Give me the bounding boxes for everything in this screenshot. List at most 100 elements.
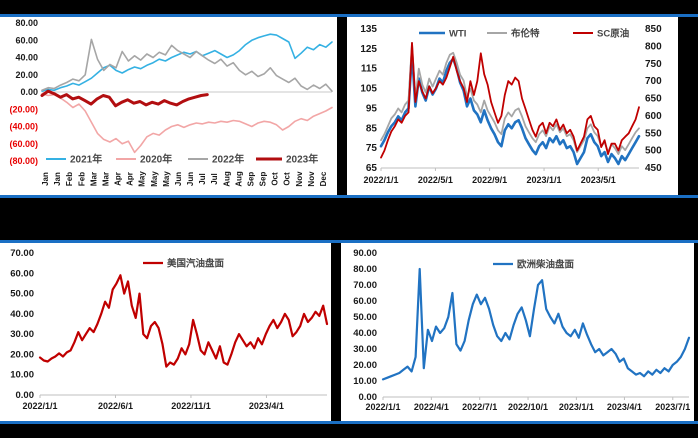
chart-eu-diesel-crack: 90.00 80.00 70.00 60.00 50.00 40.00 30.00 20.00… — [353, 248, 691, 412]
x-axis-date-label: 2022/6/1 — [98, 401, 133, 411]
x-axis-month-label: Jul — [198, 173, 207, 185]
x-axis-month-label: Apr — [114, 172, 123, 186]
series-line-美国汽油盘面 — [38, 274, 329, 368]
legend-label-SC原油: SC原油 — [597, 28, 629, 40]
x-axis-date-label: 2022/1/1 — [365, 402, 400, 412]
y-axis-tick-label: 40.00 — [10, 309, 34, 320]
y-axis-right-tick-label: 850 — [645, 24, 662, 35]
y-axis-tick-label: (60.00) — [9, 139, 38, 149]
x-axis-month-label: Sep — [259, 172, 268, 187]
y-axis-tick-label: 60.00 — [353, 296, 377, 307]
y-axis-tick-label: 20.00 — [10, 349, 34, 360]
legend-label-欧洲柴油盘面: 欧洲柴油盘面 — [517, 259, 575, 271]
y-axis-tick-label: 0.00 — [20, 87, 38, 97]
panel-eu-diesel-crack-chart: 90.00 80.00 70.00 60.00 50.00 40.00 30.00 20.00… — [341, 243, 694, 421]
panel-crude-benchmarks-chart: 135 125 115 105 95 85 75 65 850 800 750 700 650 600 55… — [347, 17, 678, 195]
chart-seasonal-spread: 80.00 60.00 40.00 20.00 0.00 (20.00) (40.00) (6… — [9, 18, 333, 187]
y-axis-tick-label: 80.00 — [353, 264, 377, 275]
x-axis-month-label: Jan — [53, 172, 62, 186]
series-line-布伦特 — [380, 41, 640, 156]
y-axis-tick-label: 125 — [360, 44, 377, 55]
y-axis-tick-label: 85 — [366, 123, 378, 134]
y-axis-tick-label: 135 — [360, 24, 377, 35]
y-axis-tick-label: 90.00 — [353, 248, 377, 259]
y-axis-tick-label: 0.00 — [16, 390, 35, 401]
series-line-2023年 — [40, 89, 209, 108]
divider-upper-bottom — [0, 195, 698, 198]
y-axis-tick-label: 60.00 — [10, 268, 34, 279]
y-axis-tick-label: (80.00) — [9, 156, 38, 166]
series-line-2020年 — [41, 92, 333, 154]
legend-label-美国汽油盘面: 美国汽油盘面 — [166, 258, 225, 270]
y-axis-right-tick-label: 600 — [645, 111, 662, 122]
y-axis-tick-label: 10.00 — [353, 376, 377, 387]
x-axis-date-label: 2023/7/1 — [655, 402, 690, 412]
x-axis-date-label: 2022/1/1 — [363, 175, 398, 185]
x-axis-date-label: 2023/5/1 — [581, 175, 616, 185]
x-axis-month-label: Mar — [101, 172, 110, 186]
x-axis-month-label: May — [162, 171, 171, 187]
x-axis-month-label: Aug — [234, 171, 243, 187]
x-axis-month-label: Feb — [77, 172, 86, 186]
y-axis-tick-label: 105 — [360, 84, 377, 95]
x-axis-month-label: Nov — [307, 171, 316, 187]
y-axis-tick-label: 95 — [366, 103, 378, 114]
x-axis-date-label: 2023/1/1 — [559, 402, 594, 412]
x-axis-month-label: Jun — [174, 172, 183, 186]
legend-label-2022年: 2022年 — [212, 153, 244, 166]
legend-label-2021年: 2021年 — [70, 153, 102, 166]
divider-top — [0, 14, 698, 17]
y-axis-tick-label: 65 — [366, 163, 378, 174]
y-axis-tick-label: 75 — [366, 143, 378, 154]
y-axis-right-tick-label: 800 — [645, 41, 662, 52]
x-axis-date-label: 2023/1/1 — [527, 175, 562, 185]
y-axis-right-tick-label: 650 — [645, 94, 662, 105]
y-axis-tick-label: 30.00 — [353, 344, 377, 355]
y-axis-tick-label: 0.00 — [359, 392, 378, 403]
y-axis-tick-label: (20.00) — [9, 104, 38, 114]
legend-label-布伦特: 布伦特 — [510, 28, 540, 40]
y-axis-tick-label: (40.00) — [9, 122, 38, 132]
y-axis-tick-label: 40.00 — [15, 53, 38, 63]
x-axis-month-label: May — [150, 171, 159, 187]
x-axis-month-label: Dec — [319, 171, 328, 186]
x-axis-date-label: 2022/4/1 — [414, 402, 449, 412]
y-axis-right-tick-label: 500 — [645, 146, 662, 157]
x-axis-month-label: Feb — [65, 172, 74, 186]
series-line-SC原油 — [380, 41, 640, 159]
y-axis-tick-label: 30.00 — [10, 329, 34, 340]
x-axis-month-label: Apr — [126, 172, 135, 186]
y-axis-tick-label: 10.00 — [10, 370, 34, 381]
x-axis-month-label: Jun — [186, 172, 195, 186]
legend-label-WTI: WTI — [449, 29, 466, 40]
x-axis-date-label: 2022/10/1 — [508, 402, 548, 412]
y-axis-tick-label: 40.00 — [353, 328, 377, 339]
x-axis-month-label: Mar — [89, 172, 98, 186]
x-axis-month-label: Aug — [222, 171, 231, 187]
x-axis-month-label: Oct — [271, 172, 280, 186]
series-line-欧洲柴油盘面 — [381, 267, 691, 381]
chart-us-gasoline-crack: 70.0060.0050.0040.0030.0020.0010.000.002… — [10, 248, 329, 411]
series-line-2022年 — [41, 38, 333, 92]
x-axis-date-label: 2022/1/1 — [22, 401, 57, 411]
y-axis-tick-label: 115 — [361, 64, 378, 75]
divider-lower-top — [0, 240, 698, 243]
x-axis-date-label: 2023/4/1 — [249, 401, 284, 411]
y-axis-right-tick-label: 450 — [645, 163, 662, 174]
legend-label-2023年: 2023年 — [286, 153, 318, 166]
x-axis-date-label: 2022/7/1 — [462, 402, 497, 412]
legend-label-2020年: 2020年 — [140, 153, 172, 166]
panel-us-gasoline-crack-chart: 70.00 60.00 50.00 40.00 30.00 20.00 10.00 0.00 2… — [0, 243, 331, 421]
y-axis-tick-label: 80.00 — [15, 18, 38, 28]
y-axis-right-tick-label: 700 — [645, 76, 662, 87]
y-axis-tick-label: 20.00 — [353, 360, 377, 371]
y-axis-tick-label: 70.00 — [353, 280, 377, 291]
y-axis-tick-label: 50.00 — [10, 289, 34, 300]
y-axis-tick-label: 50.00 — [353, 312, 377, 323]
y-axis-tick-label: 60.00 — [15, 35, 38, 45]
series-line-2021年 — [41, 33, 333, 92]
x-axis-month-label: Sep — [246, 172, 255, 187]
chart-crude-benchmarks: 135 125 115 105 95 85 75 65 850 800 750 700 650 600 55… — [360, 24, 662, 185]
x-axis-date-label: 2022/5/1 — [418, 175, 453, 185]
x-axis-month-label: Jan — [41, 172, 50, 186]
